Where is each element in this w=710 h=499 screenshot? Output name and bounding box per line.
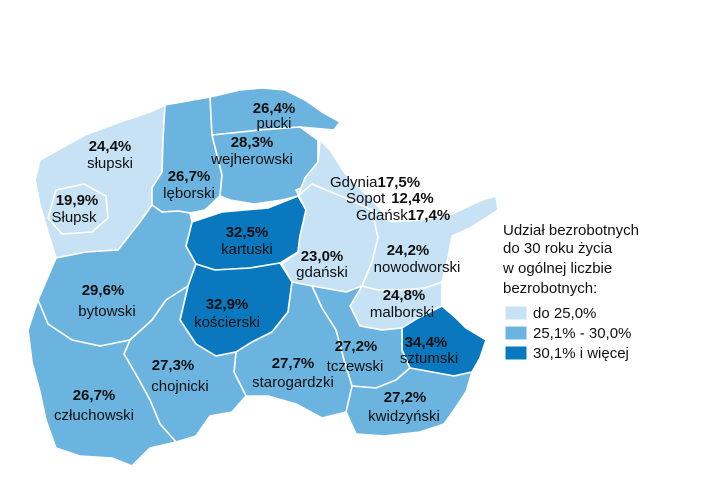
value-pucki: 26,4% [253,100,296,117]
region-trojmiasto [297,139,393,223]
value-bytowski: 29,6% [82,282,125,299]
value-tczewski: 27,2% [335,338,378,355]
city-gdansk-row: Gdańsk17,4% [356,207,450,224]
value-slupsk: 19,9% [56,192,99,209]
legend-title-line-3: w ogólnej liczbie [502,260,612,277]
value-czluchowski: 26,7% [73,387,116,404]
value-malborski: 24,8% [383,287,426,304]
legend-swatch-1 [504,305,528,321]
value-nowodworski: 24,2% [387,242,430,259]
name-pucki: pucki [256,115,291,132]
legend-label-1: do 25,0% [533,305,596,322]
name-gdanski: gdański [296,264,348,281]
name-kwidzynski: kwidzyński [368,408,440,425]
legend-label-3: 30,1% i więcej [533,345,629,362]
value-slupski: 24,4% [89,138,132,155]
value-sztumski: 34,4% [405,334,448,351]
region-slupsk [47,183,109,235]
legend-swatch-3 [504,345,528,361]
name-sztumski: sztumski [400,350,458,367]
city-name-gdynia: Gdynia [330,174,378,191]
region-czluchowski [27,299,177,467]
name-starogardzki: starogardzki [252,374,334,391]
city-value-sopot: 12,4% [391,190,434,207]
region-nowodworski [361,195,499,291]
value-kwidzynski: 27,2% [384,389,427,406]
name-slupski: słupski [87,155,133,172]
value-koscierski: 32,9% [206,296,249,313]
name-tczewski: tczewski [327,358,384,375]
legend-label-2: 25,1% - 30,0% [533,325,631,342]
value-starogardzki: 27,7% [272,355,315,372]
name-slupsk: Słupsk [51,209,97,226]
legend-title-line-4: bezrobotnych: [503,280,597,297]
name-wejherowski: wejherowski [210,151,293,168]
legend-swatch-2 [504,325,528,341]
value-chojnicki: 27,3% [152,357,195,374]
city-name-sopot: Sopot [346,190,386,207]
value-kartuski: 32,5% [226,224,269,241]
value-gdanski: 23,0% [301,248,344,265]
region-kwidzynski [345,367,473,437]
city-name-gdansk: Gdańsk [356,207,408,224]
value-leborski: 26,7% [168,168,211,185]
legend-title-line-2: do 30 roku życia [503,240,613,257]
name-koscierski: kościerski [194,314,260,331]
city-gdynia-row: Gdynia17,5% [330,174,420,191]
legend: Udział bezrobotnych do 30 roku życia w o… [502,222,639,362]
name-czluchowski: człuchowski [54,407,134,424]
name-chojnicki: chojnicki [151,378,209,395]
name-bytowski: bytowski [78,303,136,320]
name-nowodworski: nowodworski [374,259,461,276]
city-value-gdansk: 17,4% [408,207,451,224]
value-wejherowski: 28,3% [231,134,274,151]
city-sopot-row: Sopot 12,4% [346,190,434,207]
name-malborski: malborski [370,304,434,321]
name-leborski: lęborski [163,185,215,202]
legend-title-line-1: Udział bezrobotnych [503,222,639,239]
city-value-gdynia: 17,5% [378,174,421,191]
name-kartuski: kartuski [221,241,273,258]
region-starogardzki [233,281,353,419]
